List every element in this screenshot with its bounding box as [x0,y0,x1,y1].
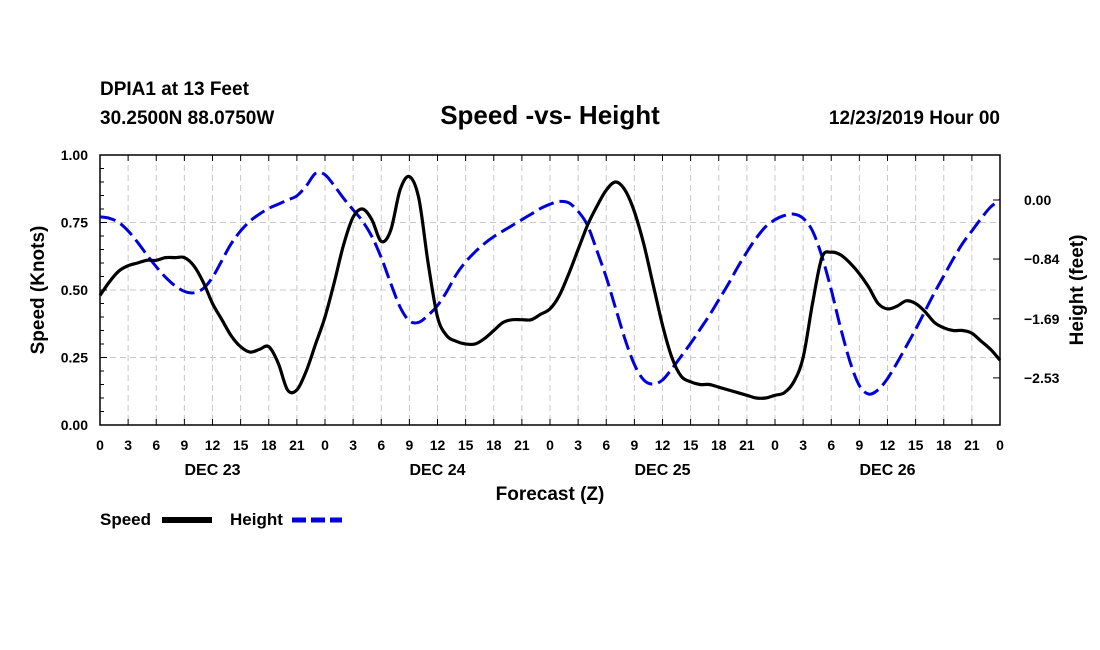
legend-speed-label: Speed [100,510,151,529]
x-tick-label: 0 [546,437,554,453]
x-tick-label: 0 [96,437,104,453]
legend: Speed Height [100,510,342,529]
speed-series-line [98,174,1002,400]
x-tick-label: 3 [124,437,132,453]
x-tick-label: 0 [996,437,1004,453]
axis-ticks: 0 3 6 9 12 15 18 21 0 3 6 9 12 15 18 21 0 3 6 9 12 15 18 21 0 3 6 9… [61,147,1060,479]
right-y-tick-label: −1.69 [1024,311,1060,327]
x-tick-label: 3 [349,437,357,453]
x-tick-label: 12 [430,437,446,453]
x-tick-label: 15 [233,437,249,453]
x-tick-label: 12 [205,437,221,453]
legend-height-label: Height [230,510,283,529]
right-y-tick-label: −2.53 [1024,370,1060,386]
x-tick-label: 0 [321,437,329,453]
left-y-tick-label: 1.00 [61,147,88,163]
x-axis-title: Forecast (Z) [496,484,605,505]
grid-lines [100,155,1000,425]
height-series-line [99,170,1001,396]
day-label: DEC 24 [409,462,465,479]
x-tick-label: 3 [799,437,807,453]
day-label: DEC 25 [634,462,690,479]
left-y-tick-label: 0.00 [61,417,88,433]
right-y-tick-label: −0.84 [1024,251,1060,267]
x-tick-label: 9 [405,437,413,453]
x-tick-label: 6 [377,437,385,453]
x-tick-label: 0 [771,437,779,453]
x-tick-label: 6 [602,437,610,453]
right-y-tick-label: 0.00 [1024,192,1051,208]
station-coordinates: 30.2500N 88.0750W [100,108,274,129]
left-y-tick-label: 0.50 [61,282,88,298]
left-y-axis-title: Speed (Knots) [28,226,49,355]
x-tick-label: 15 [908,437,924,453]
x-tick-label: 18 [711,437,727,453]
series-lines [98,170,1002,400]
x-tick-label: 21 [289,437,305,453]
x-tick-label: 9 [630,437,638,453]
forecast-datetime: 12/23/2019 Hour 00 [829,108,1000,129]
day-label: DEC 26 [859,462,915,479]
chart-title: Speed -vs- Height [440,100,660,130]
x-tick-label: 9 [180,437,188,453]
x-tick-label: 6 [827,437,835,453]
station-name: DPIA1 at 13 Feet [100,79,250,100]
x-tick-label: 3 [574,437,582,453]
x-tick-label: 21 [739,437,755,453]
x-tick-label: 15 [458,437,474,453]
left-y-tick-label: 0.25 [61,350,88,366]
x-tick-label: 21 [514,437,530,453]
x-tick-label: 18 [936,437,952,453]
day-label: DEC 23 [184,462,240,479]
x-tick-label: 15 [683,437,699,453]
x-tick-label: 21 [964,437,980,453]
right-y-axis-title: Height (feet) [1067,235,1088,346]
x-tick-label: 9 [855,437,863,453]
x-tick-label: 12 [655,437,671,453]
left-y-tick-label: 0.75 [61,215,88,231]
x-tick-label: 12 [880,437,896,453]
x-tick-label: 18 [486,437,502,453]
x-tick-label: 18 [261,437,277,453]
x-tick-label: 6 [152,437,160,453]
